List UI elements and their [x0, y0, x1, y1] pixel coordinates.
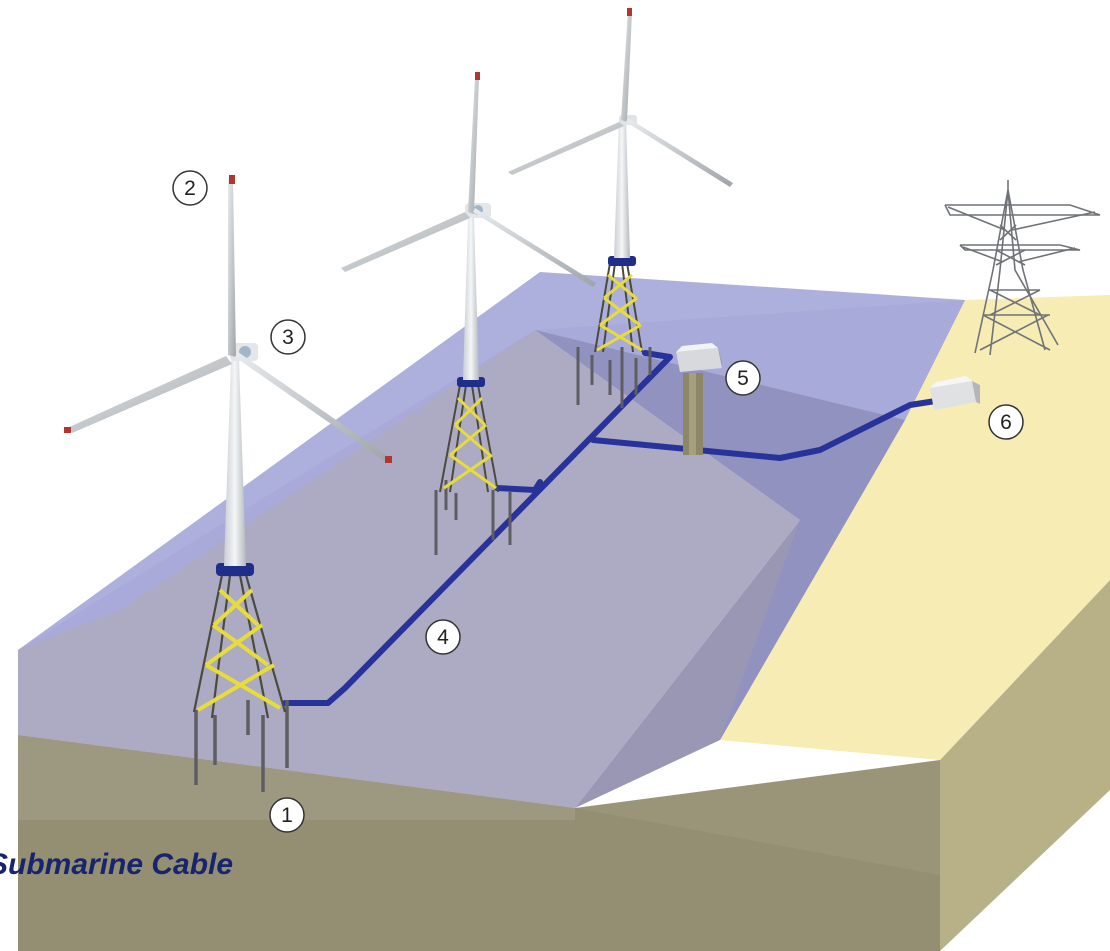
piles	[576, 347, 652, 408]
rotor	[508, 10, 733, 187]
callout-5: 5	[725, 360, 761, 396]
tower	[614, 118, 630, 258]
callout-3-label: 3	[282, 326, 294, 349]
sea-surface	[18, 272, 965, 650]
callout-6: 6	[988, 404, 1024, 440]
tower	[224, 360, 246, 566]
callout-6-label: 6	[1000, 411, 1012, 434]
diagram-caption: Submarine Cable	[0, 848, 234, 881]
ground-side-face	[940, 580, 1110, 951]
cable-turbine-2-branch	[494, 479, 543, 493]
callout-1-label: 1	[281, 804, 293, 827]
cable-main-trunk	[282, 350, 673, 706]
jacket-foundation	[439, 384, 499, 493]
ground-block	[18, 295, 1110, 951]
offshore-substation	[676, 343, 722, 455]
callout-4: 4	[425, 619, 461, 655]
onshore-substation	[930, 376, 980, 410]
transmission-pylon	[944, 180, 1101, 356]
sea-front-face	[18, 330, 800, 808]
callout-1: 1	[269, 797, 305, 833]
callout-3: 3	[270, 319, 306, 355]
tower	[463, 218, 479, 380]
rotor	[341, 76, 596, 287]
callout-2-label: 2	[184, 177, 196, 200]
turbine-middle	[341, 72, 596, 555]
callout-2: 2	[172, 170, 208, 206]
sea-volume	[18, 272, 965, 808]
piles	[434, 480, 512, 555]
turbine-front	[64, 175, 392, 792]
rotor	[67, 178, 391, 463]
seabed	[18, 330, 800, 808]
callout-4-label: 4	[437, 626, 449, 649]
turbine-back	[508, 8, 733, 408]
cable-to-shore	[590, 397, 945, 461]
piles	[194, 700, 289, 792]
callout-5-label: 5	[737, 367, 749, 390]
